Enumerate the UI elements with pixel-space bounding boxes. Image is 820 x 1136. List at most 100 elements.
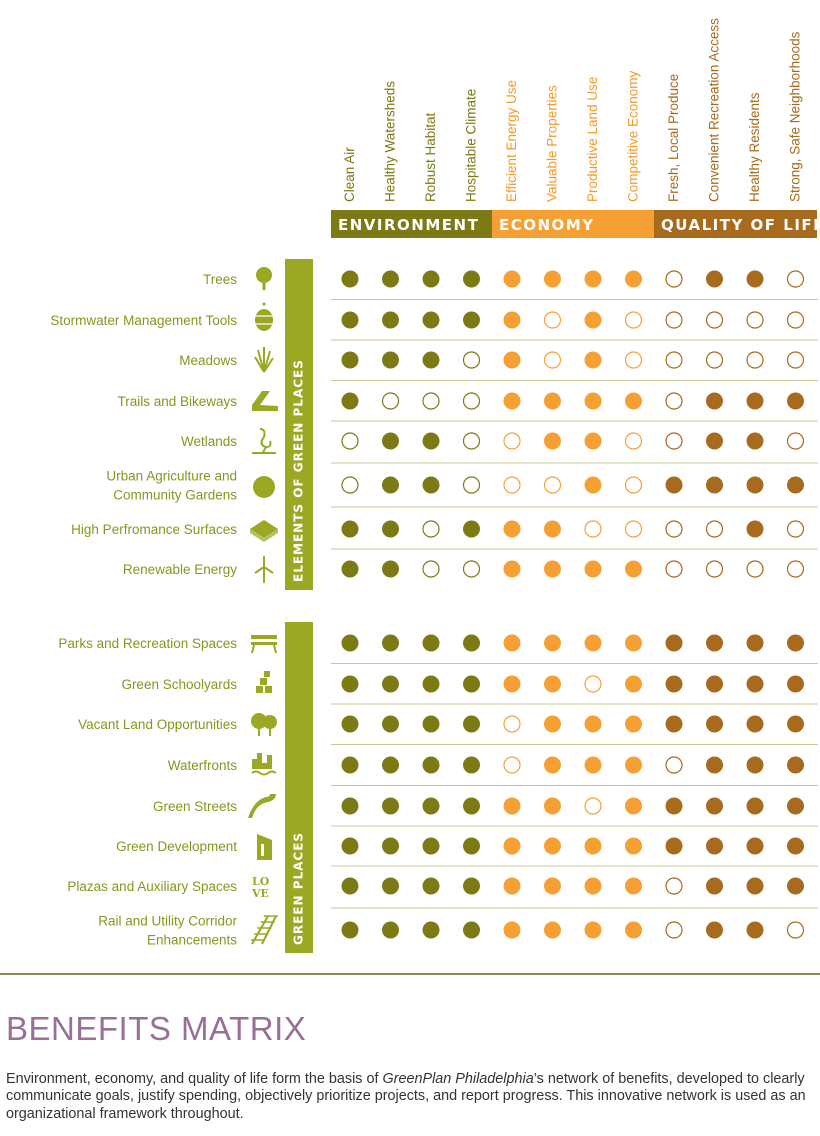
benefit-filled [625,877,642,895]
benefit-filled [544,877,561,895]
column-label: Strong, Safe Neighborhoods [788,31,803,202]
benefit-empty [543,476,562,494]
benefit-empty [665,270,683,288]
benefit-filled [422,432,440,450]
benefit-filled [503,311,521,329]
benefit-filled [584,392,602,410]
benefit-empty [665,392,683,410]
benefit-filled [544,520,561,538]
benefit-filled [422,877,440,895]
benefit-filled [706,715,723,733]
column-label: Convenient Recreation Access [707,18,722,202]
benefit-filled [787,476,804,494]
benefit-filled [463,270,480,288]
road-icon [248,794,276,818]
benefit-filled [503,270,521,288]
benefit-filled [463,877,480,895]
benefit-filled [341,270,359,288]
svg-text:VE: VE [251,887,269,900]
benefit-filled [584,270,602,288]
benefit-filled [584,560,602,578]
benefit-filled [503,675,521,693]
benefit-empty [543,351,562,369]
benefit-filled [746,797,764,815]
benefit-filled [544,837,561,855]
benefit-filled [382,877,399,895]
column-label: Robust Habitat [423,112,438,202]
benefit-filled [706,756,723,774]
benefit-filled [341,921,359,939]
benefit-filled [544,715,561,733]
benefit-empty [543,311,562,329]
benefit-filled [463,837,480,855]
column-label: Fresh, Local Produce [666,74,681,202]
benefit-filled [503,877,521,895]
benefit-filled [544,756,561,774]
benefit-empty [665,520,683,538]
building-icon [257,834,272,860]
benefit-filled [463,756,480,774]
band-label: QUALITY OF LIFE [661,216,820,234]
benefit-filled [544,675,561,693]
benefit-filled [787,756,804,774]
benefit-filled [382,270,399,288]
footer-divider [0,973,820,975]
benefit-filled [544,634,561,652]
group-label: ELEMENTS OF GREEN PLACES [292,359,306,582]
benefit-filled [341,877,359,895]
column-label: Healthy Watersheds [383,81,398,202]
row-label: Parks and Recreation Spaces [58,636,237,651]
band-environment [331,210,493,238]
benefit-filled [544,921,561,939]
benefit-filled [422,797,440,815]
benefit-filled [422,476,440,494]
benefit-filled [544,797,561,815]
benefit-empty [746,311,764,329]
benefit-empty [624,476,643,494]
row-label: Rail and Utility Corridor Enhancements [98,914,237,948]
benefit-filled [706,877,723,895]
benefit-empty [584,675,602,693]
benefit-filled [706,476,723,494]
benefit-filled [422,756,440,774]
benefit-filled [382,715,399,733]
benefit-filled [584,837,602,855]
benefit-empty [786,432,805,450]
benefit-filled [422,715,440,733]
row-label: High Perfromance Surfaces [71,522,237,537]
row-label: Green Streets [153,799,237,814]
grass-icon [254,347,274,373]
benefit-empty [665,311,683,329]
benefit-empty [786,921,805,939]
benefit-empty [665,351,683,369]
row-label: Green Schoolyards [121,677,237,692]
benefit-filled [341,392,359,410]
benefit-empty [341,432,359,450]
benefit-filled [341,756,359,774]
band-economy [492,210,655,238]
benefit-empty [624,520,643,538]
benefit-filled [625,921,642,939]
benefit-filled [463,921,480,939]
benefit-filled [382,634,399,652]
row-label: Trails and Bikeways [117,394,237,409]
trail-icon [252,391,278,411]
benefit-empty [786,351,805,369]
benefit-empty [705,351,724,369]
benefit-filled [665,675,683,693]
benefit-empty [584,520,602,538]
benefit-filled [665,634,683,652]
benefit-filled [463,311,480,329]
benefit-filled [503,560,521,578]
benefit-cells [341,270,805,939]
row-label: Urban Agriculture and Community Gardens [106,469,237,503]
benefit-filled [625,756,642,774]
column-label: Competitive Economy [626,70,641,202]
benefit-filled [787,797,804,815]
benefit-filled [544,432,561,450]
benefit-empty [786,520,805,538]
benefit-filled [706,797,723,815]
benefit-filled [746,270,764,288]
benefit-empty [786,270,805,288]
